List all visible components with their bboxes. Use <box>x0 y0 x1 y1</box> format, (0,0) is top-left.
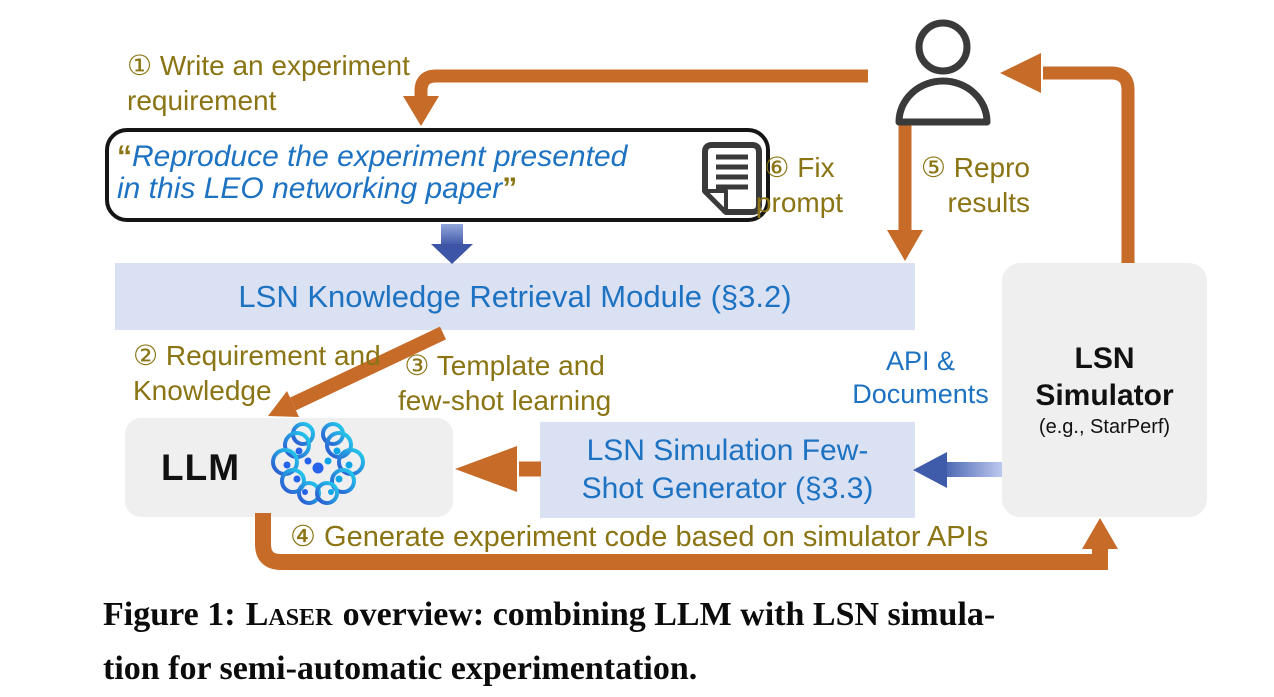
step5-label: ⑤ Repro results <box>920 152 1030 219</box>
open-quote-mark: “ <box>117 140 132 173</box>
user-icon <box>895 19 991 126</box>
step6-label: ⑥ Fix prompt <box>755 152 844 219</box>
arrow-quote-to-knowledge <box>431 224 473 264</box>
arrow-step1-write-requirement <box>403 69 868 126</box>
close-quote-mark: ” <box>502 172 518 206</box>
requirement-quote-box: “Reproduce the experiment presented in t… <box>105 128 770 222</box>
api-documents-label: API & Documents <box>852 346 989 409</box>
figure-caption: Figure 1: Laser overview: combining LLM wi… <box>103 588 1274 697</box>
lsn-simulator-subtitle: (e.g., StarPerf) <box>1038 416 1171 439</box>
caption-text: overview: combining LLM with LSN simula-… <box>103 596 996 688</box>
knowledge-retrieval-module-box: LSN Knowledge Retrieval Module (§3.2) <box>115 263 915 330</box>
lsn-simulator-box: LSN Simulator (e.g., StarPerf) <box>1002 263 1207 517</box>
few-shot-generator-box: LSN Simulation Few- Shot Generator (§3.3… <box>540 422 915 518</box>
arrow-generator-to-llm <box>455 446 541 492</box>
caption-number: Figure 1: <box>103 596 236 633</box>
few-shot-generator-label: LSN Simulation Few- Shot Generator (§3.3… <box>581 433 874 505</box>
knowledge-retrieval-module-label: LSN Knowledge Retrieval Module (§3.2) <box>238 278 792 314</box>
lsn-simulator-label: LSN Simulator <box>1035 341 1174 412</box>
llm-box: LLM <box>125 418 453 517</box>
arrow-simulator-to-generator <box>913 452 1002 488</box>
step2-label: ② Requirement and Knowledge <box>133 340 381 407</box>
step4-label: ④ Generate experiment code based on simu… <box>290 521 989 553</box>
quote-body: Reproduce the experiment presented in th… <box>117 140 628 206</box>
llm-label: LLM <box>161 446 241 488</box>
step1-label: ① Write an experiment requirement <box>127 50 410 117</box>
caption-system-name: Laser <box>245 596 333 633</box>
step3-label: ③ Template and few-shot learning <box>398 350 612 417</box>
requirement-quote-text: “Reproduce the experiment presented in t… <box>117 140 707 206</box>
